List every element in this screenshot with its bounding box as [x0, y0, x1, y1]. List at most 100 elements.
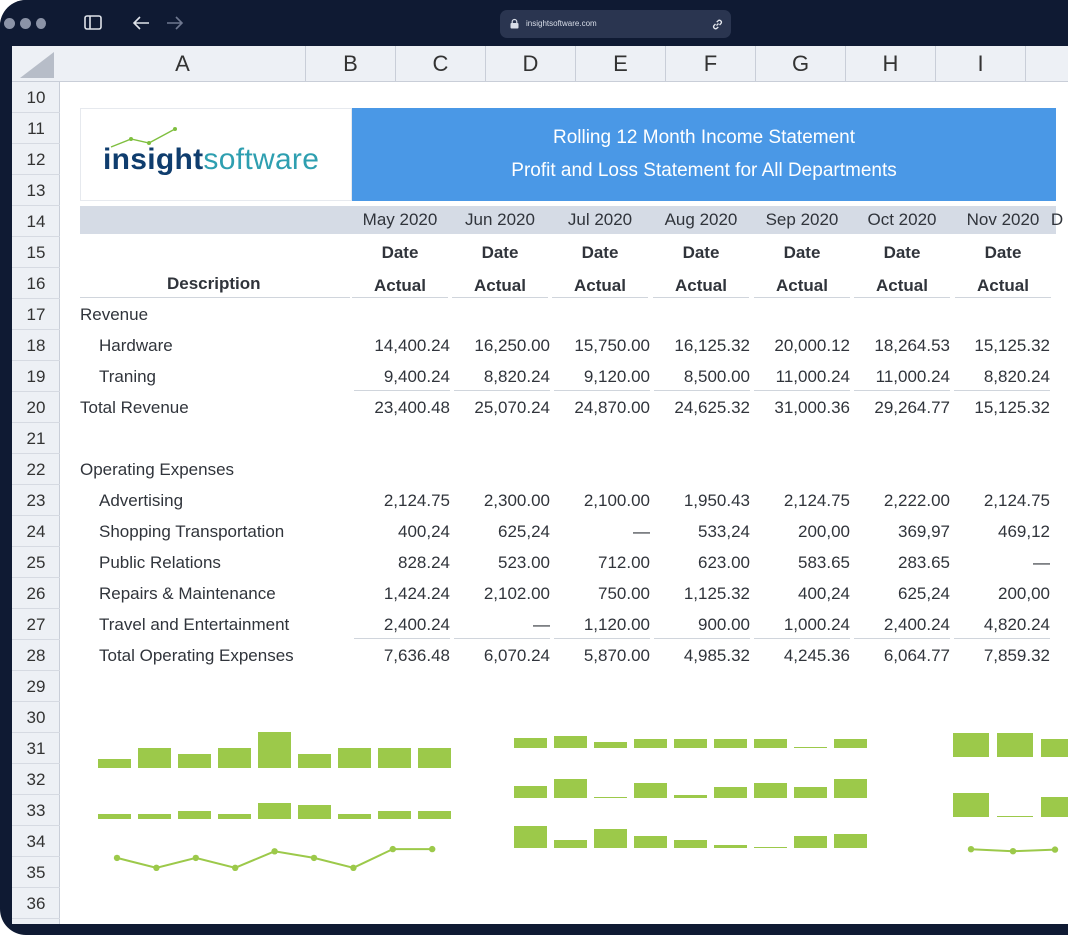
row-header-15[interactable]: 15 — [12, 237, 60, 268]
value-cell[interactable]: 625,24 — [898, 584, 950, 603]
forward-arrow-icon[interactable] — [166, 16, 184, 30]
value-cell[interactable]: 8,820.24 — [983, 367, 1050, 386]
value-cell[interactable]: 623.00 — [698, 553, 750, 572]
value-cell[interactable]: 2,124.75 — [983, 491, 1050, 510]
row-header-16[interactable]: 16 — [12, 268, 60, 299]
value-cell[interactable]: 712.00 — [598, 553, 650, 572]
value-cell[interactable]: 15,125.32 — [974, 398, 1050, 417]
value-cell[interactable]: 828.24 — [398, 553, 450, 572]
value-cell[interactable]: 2,222.00 — [883, 491, 950, 510]
address-bar[interactable]: insightsoftware.com — [500, 10, 731, 38]
sidebar-icon[interactable] — [84, 15, 102, 31]
column-header-f[interactable]: F — [666, 46, 756, 82]
row-header-20[interactable]: 20 — [12, 392, 60, 423]
value-cell[interactable]: 400,24 — [398, 522, 450, 541]
row-header-19[interactable]: 19 — [12, 361, 60, 392]
value-cell[interactable]: 200,00 — [798, 522, 850, 541]
row-header-29[interactable]: 29 — [12, 671, 60, 702]
value-cell[interactable]: 283.65 — [898, 553, 950, 572]
row-header-34[interactable]: 34 — [12, 826, 60, 857]
value-cell[interactable]: — — [633, 522, 650, 541]
value-cell[interactable]: 31,000.36 — [774, 398, 850, 417]
row-header-12[interactable]: 12 — [12, 144, 60, 175]
row-header-27[interactable]: 27 — [12, 609, 60, 640]
value-cell[interactable]: 14,400.24 — [374, 336, 450, 355]
row-header-23[interactable]: 23 — [12, 485, 60, 516]
row-header-33[interactable]: 33 — [12, 795, 60, 826]
value-cell[interactable]: 29,264.77 — [874, 398, 950, 417]
row-header-26[interactable]: 26 — [12, 578, 60, 609]
value-cell[interactable]: 2,300.00 — [483, 491, 550, 510]
value-cell[interactable]: 9,120.00 — [583, 367, 650, 386]
row-header-10[interactable]: 10 — [12, 82, 60, 113]
value-cell[interactable]: 533,24 — [698, 522, 750, 541]
row-header-35[interactable]: 35 — [12, 857, 60, 888]
value-cell[interactable]: 8,820.24 — [483, 367, 550, 386]
value-cell[interactable]: 1,125.32 — [683, 584, 750, 603]
value-cell[interactable]: 4,245.36 — [783, 646, 850, 665]
column-header-g[interactable]: G — [756, 46, 846, 82]
value-cell[interactable]: 369,97 — [898, 522, 950, 541]
value-cell[interactable]: 8,500.00 — [683, 367, 750, 386]
row-header-36[interactable]: 36 — [12, 888, 60, 919]
value-cell[interactable]: 1,000.24 — [783, 615, 850, 634]
value-cell[interactable]: 20,000.12 — [774, 336, 850, 355]
row-header-28[interactable]: 28 — [12, 640, 60, 671]
value-cell[interactable]: 4,985.32 — [683, 646, 750, 665]
row-header-24[interactable]: 24 — [12, 516, 60, 547]
row-header-30[interactable]: 30 — [12, 702, 60, 733]
value-cell[interactable]: 9,400.24 — [383, 367, 450, 386]
value-cell[interactable]: 15,750.00 — [574, 336, 650, 355]
value-cell[interactable]: 4,820.24 — [983, 615, 1050, 634]
link-icon[interactable] — [712, 19, 723, 30]
value-cell[interactable]: 625,24 — [498, 522, 550, 541]
column-header-h[interactable]: H — [846, 46, 936, 82]
value-cell[interactable]: 2,124.75 — [783, 491, 850, 510]
value-cell[interactable]: 583.65 — [798, 553, 850, 572]
value-cell[interactable]: 11,000.24 — [875, 367, 950, 386]
value-cell[interactable]: 2,124.75 — [383, 491, 450, 510]
value-cell[interactable]: 523.00 — [498, 553, 550, 572]
column-header-a[interactable]: A — [60, 46, 306, 82]
back-arrow-icon[interactable] — [132, 16, 150, 30]
column-header-b[interactable]: B — [306, 46, 396, 82]
value-cell[interactable]: 18,264.53 — [874, 336, 950, 355]
value-cell[interactable]: 23,400.48 — [374, 398, 450, 417]
value-cell[interactable]: 2,100.00 — [583, 491, 650, 510]
column-header-e[interactable]: E — [576, 46, 666, 82]
value-cell[interactable]: 2,102.00 — [483, 584, 550, 603]
value-cell[interactable]: 16,250.00 — [474, 336, 550, 355]
row-header-25[interactable]: 25 — [12, 547, 60, 578]
value-cell[interactable]: 7,636.48 — [383, 646, 450, 665]
close-window-icon[interactable] — [4, 18, 15, 29]
column-header-d[interactable]: D — [486, 46, 576, 82]
select-all-corner[interactable] — [20, 52, 54, 78]
value-cell[interactable]: 11,000.24 — [775, 367, 850, 386]
row-header-22[interactable]: 22 — [12, 454, 60, 485]
value-cell[interactable]: 25,070.24 — [474, 398, 550, 417]
row-header-21[interactable]: 21 — [12, 423, 60, 454]
value-cell[interactable]: 1,424.24 — [383, 584, 450, 603]
value-cell[interactable]: 200,00 — [998, 584, 1050, 603]
value-cell[interactable]: 16,125.32 — [674, 336, 750, 355]
value-cell[interactable]: 6,064.77 — [883, 646, 950, 665]
value-cell[interactable]: 750.00 — [598, 584, 650, 603]
value-cell[interactable]: 1,120.00 — [583, 615, 650, 634]
value-cell[interactable]: 2,400.24 — [883, 615, 950, 634]
row-header-14[interactable]: 14 — [12, 206, 60, 237]
maximize-window-icon[interactable] — [36, 18, 46, 29]
row-header-18[interactable]: 18 — [12, 330, 60, 361]
value-cell[interactable]: 1,950.43 — [683, 491, 750, 510]
value-cell[interactable]: 5,870.00 — [583, 646, 650, 665]
value-cell[interactable]: 2,400.24 — [383, 615, 450, 634]
value-cell[interactable]: — — [533, 615, 550, 634]
value-cell[interactable]: 24,870.00 — [574, 398, 650, 417]
value-cell[interactable]: 400,24 — [798, 584, 850, 603]
column-header-i[interactable]: I — [936, 46, 1026, 82]
value-cell[interactable]: 6,070.24 — [483, 646, 550, 665]
column-header-c[interactable]: C — [396, 46, 486, 82]
minimize-window-icon[interactable] — [20, 18, 31, 29]
row-header-32[interactable]: 32 — [12, 764, 60, 795]
value-cell[interactable]: 900.00 — [698, 615, 750, 634]
value-cell[interactable]: 469,12 — [998, 522, 1050, 541]
